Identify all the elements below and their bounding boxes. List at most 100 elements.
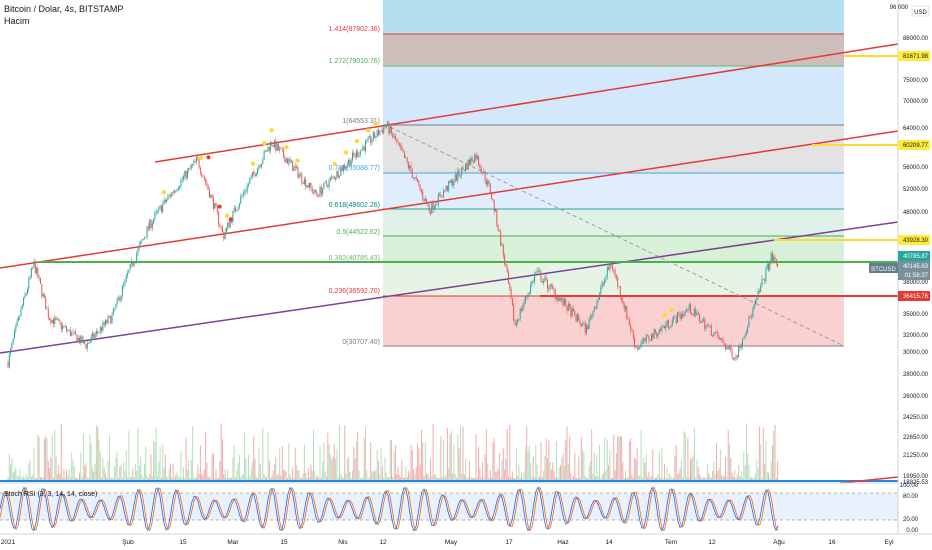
candle-body — [657, 333, 659, 337]
candle-body — [335, 177, 337, 180]
candle-body — [569, 303, 571, 307]
volume-bar — [212, 453, 214, 480]
time-tick-label: 15 — [280, 539, 288, 546]
candle-body — [718, 336, 720, 340]
candle-body — [617, 277, 619, 287]
candle-body — [322, 188, 324, 195]
volume-bar — [506, 429, 508, 480]
candle-body — [527, 293, 529, 298]
currency-badge-text: USD — [914, 10, 927, 16]
volume-bar — [186, 469, 188, 480]
candle-body — [654, 329, 656, 334]
buy-signal-dot — [373, 121, 378, 126]
candle-body — [508, 272, 509, 284]
osc-axis-100: 100.00 — [900, 483, 919, 489]
volume-bar — [430, 458, 431, 480]
volume-bar — [173, 477, 175, 480]
volume-bar — [128, 431, 130, 480]
volume-bar — [354, 458, 356, 480]
signal-markers — [161, 121, 674, 318]
candle-body — [752, 308, 754, 318]
volume-bar — [51, 435, 53, 480]
volume-bar — [508, 476, 509, 480]
candle-body — [436, 204, 438, 206]
price-tick-label: 64000.00 — [903, 126, 929, 132]
candle-body — [539, 270, 541, 273]
volume-bar — [573, 476, 574, 480]
volume-bar — [435, 474, 437, 480]
candle-body — [679, 314, 681, 319]
candle-body — [608, 267, 610, 270]
candle-body — [25, 293, 27, 296]
candle-body — [531, 281, 533, 285]
candle-body — [709, 325, 711, 327]
candle-body — [736, 355, 738, 358]
candle-body — [589, 316, 591, 319]
volume-bar — [587, 478, 589, 480]
volume-bar — [201, 473, 203, 480]
time-tick-label: 15 — [179, 539, 187, 546]
volume-bar — [475, 434, 477, 480]
volume-bar — [398, 475, 400, 480]
volume-bar — [623, 477, 625, 480]
candle-body — [189, 168, 191, 169]
candle-body — [121, 285, 123, 296]
volume-bar — [101, 477, 103, 480]
candle-body — [567, 303, 569, 311]
candle-body — [63, 325, 65, 327]
fib-label-05: 0.5(44522.62) — [336, 229, 380, 236]
price-tick-label: 52000.00 — [903, 187, 929, 193]
price-badge — [898, 261, 930, 271]
candle-body — [427, 203, 429, 206]
volume-bar — [33, 447, 35, 480]
buy-signal-dot — [365, 128, 371, 133]
volume-bar — [337, 477, 339, 480]
fib-zone-1414 — [383, 34, 844, 66]
candle-body — [258, 165, 260, 169]
volume-bar — [183, 467, 184, 480]
volume-bar — [718, 468, 720, 480]
candle-body — [615, 275, 617, 278]
candle-body — [344, 165, 346, 169]
volume-bar — [153, 440, 155, 480]
candle-body — [149, 219, 151, 229]
candle-body — [296, 166, 298, 168]
candle-body — [367, 137, 369, 140]
price-badge-text: 01:58:37 — [905, 273, 929, 279]
candle-body — [345, 166, 347, 169]
candle-body — [756, 297, 758, 301]
candle-body — [271, 141, 273, 146]
volume-bar — [769, 477, 771, 480]
volume-bar — [404, 477, 405, 480]
volume-bar — [229, 477, 231, 480]
volume-bar — [748, 465, 750, 480]
candle-body — [370, 136, 372, 143]
candle-body — [326, 182, 327, 185]
candle-body — [198, 158, 200, 168]
volume-bar — [422, 442, 424, 480]
candle-body — [183, 176, 184, 180]
volume-bar — [466, 477, 468, 480]
volume-bar — [436, 477, 438, 480]
candle-body — [293, 166, 295, 172]
candle-body — [420, 189, 422, 192]
volume-bar — [245, 458, 247, 480]
candle-body — [348, 159, 350, 165]
volume-bar — [496, 471, 498, 480]
candle-body — [306, 185, 308, 187]
candle-body — [595, 307, 597, 309]
volume-bar — [612, 477, 613, 480]
volume-bar — [495, 471, 496, 480]
candle-body — [626, 306, 628, 319]
fib-label-0236: 0.236(36592.70) — [329, 288, 380, 295]
candle-body — [582, 323, 584, 326]
volume-bar — [553, 470, 555, 480]
candle-body — [755, 300, 756, 304]
volume-bar — [119, 467, 121, 480]
volume-bar — [652, 449, 654, 480]
volume-bar — [482, 461, 483, 480]
volume-bar — [617, 435, 619, 480]
volume-bar — [129, 477, 131, 480]
time-axis[interactable]: 2021 Şub 15 Mar 15 Nis 12 May 17 Haz 14 Tem 12 Ağu 16 E… — [0, 533, 932, 550]
